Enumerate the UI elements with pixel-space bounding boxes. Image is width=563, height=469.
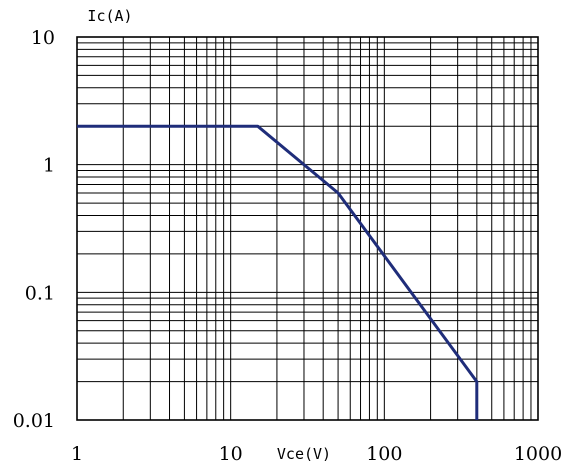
x-tick-labels: 1 10 100 1000 bbox=[71, 443, 562, 465]
y-axis-title: Ic(A) bbox=[87, 7, 132, 25]
y-tick-label: 10 bbox=[31, 27, 55, 49]
y-tick-labels: 10 1 0.1 0.01 bbox=[13, 27, 55, 432]
grid bbox=[77, 37, 538, 420]
series-group bbox=[76, 124, 479, 421]
x-tick-label: 100 bbox=[366, 443, 402, 465]
x-axis-title: Vce(V) bbox=[277, 445, 331, 463]
x-tick-label: 1 bbox=[71, 443, 83, 465]
x-tick-label: 10 bbox=[219, 443, 243, 465]
y-tick-label: 0.01 bbox=[13, 410, 55, 432]
y-tick-label: 1 bbox=[43, 155, 55, 177]
plot-frame bbox=[76, 36, 539, 421]
x-tick-label: 1000 bbox=[514, 443, 562, 465]
y-tick-label: 0.1 bbox=[25, 282, 55, 304]
